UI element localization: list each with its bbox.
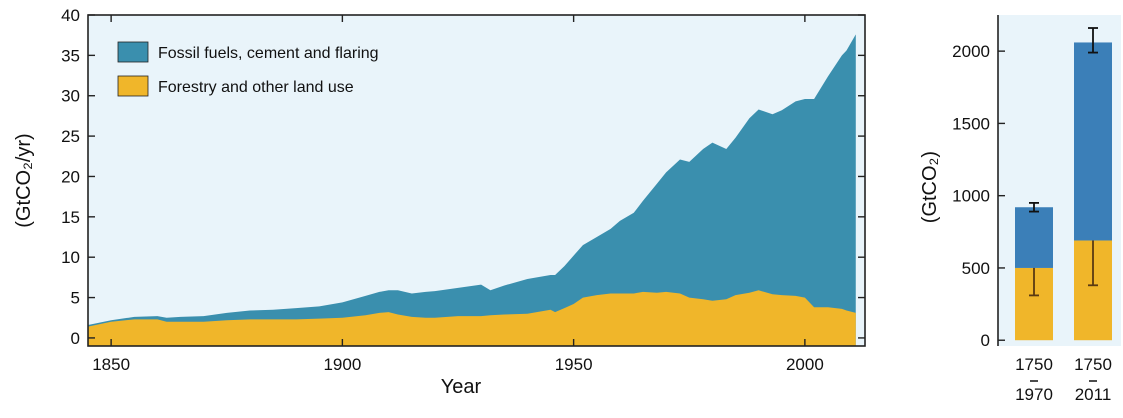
y-axis-ticks: 0 5 10 15 20 25 30 35 40 (61, 6, 865, 348)
y-tick-label: 15 (61, 208, 80, 227)
x-axis-title: Year (441, 376, 482, 398)
y-axis-ticks: 0 500 1000 1500 2000 (952, 15, 1005, 350)
x-tick-label: 1850 (92, 355, 130, 374)
x-axis-tick-labels: 1750 1970 1750 2011 (1015, 355, 1112, 404)
y-tick-label: 500 (962, 259, 990, 278)
legend-swatch-fossil (117, 41, 149, 63)
x-tick-label: 1900 (323, 355, 361, 374)
y-axis-title: (GtCO₂/yr) (13, 133, 35, 227)
x-tick-label: 1950 (555, 355, 593, 374)
y-tick-label: 25 (61, 127, 80, 146)
y-tick-label: 35 (61, 46, 80, 65)
legend-label-fossil: Fossil fuels, cement and flaring (158, 45, 379, 62)
bar-series-group (1015, 27, 1112, 341)
x-tick-label-bottom: 1970 (1015, 385, 1053, 404)
x-tick-label-bottom: 2011 (1075, 385, 1112, 404)
x-tick-label: 2000 (786, 355, 824, 374)
y-tick-label: 40 (61, 6, 80, 25)
y-tick-label: 0 (71, 329, 80, 348)
x-axis-ticks: 1850 1900 1950 2000 (92, 15, 824, 374)
legend-label-land: Forestry and other land use (158, 79, 354, 96)
y-tick-label: 1000 (952, 187, 990, 206)
y-tick-label: 0 (981, 331, 990, 350)
area-land-use (88, 290, 856, 346)
cumulative-emissions-panel: 0 500 1000 1500 2000 1750 1970 1750 2011 (GtCO₂… (919, 15, 1121, 404)
annual-emissions-panel: 0 5 10 15 20 25 30 35 40 1850 1900 1950 2000 Year (… (13, 6, 866, 398)
y-tick-label: 30 (61, 87, 80, 106)
area-series-group (88, 34, 856, 347)
legend-swatch-land (117, 75, 149, 97)
plot-frame (87, 14, 866, 347)
x-tick-label-top: 1750 (1015, 355, 1053, 374)
y-tick-label: 10 (61, 248, 80, 267)
y-tick-label: 5 (71, 289, 80, 308)
area-fossil-fuels (88, 34, 856, 347)
y-tick-label: 20 (61, 167, 80, 186)
legend: Fossil fuels, cement and flaring Forestr… (117, 41, 379, 97)
bar-fossil-fuels (1074, 42, 1112, 241)
y-tick-label: 2000 (952, 42, 990, 61)
y-axis-title: (GtCO₂) (919, 151, 941, 223)
bar-fossil-fuels (1015, 207, 1053, 268)
x-tick-label-top: 1750 (1074, 355, 1112, 374)
y-tick-label: 1500 (952, 114, 990, 133)
